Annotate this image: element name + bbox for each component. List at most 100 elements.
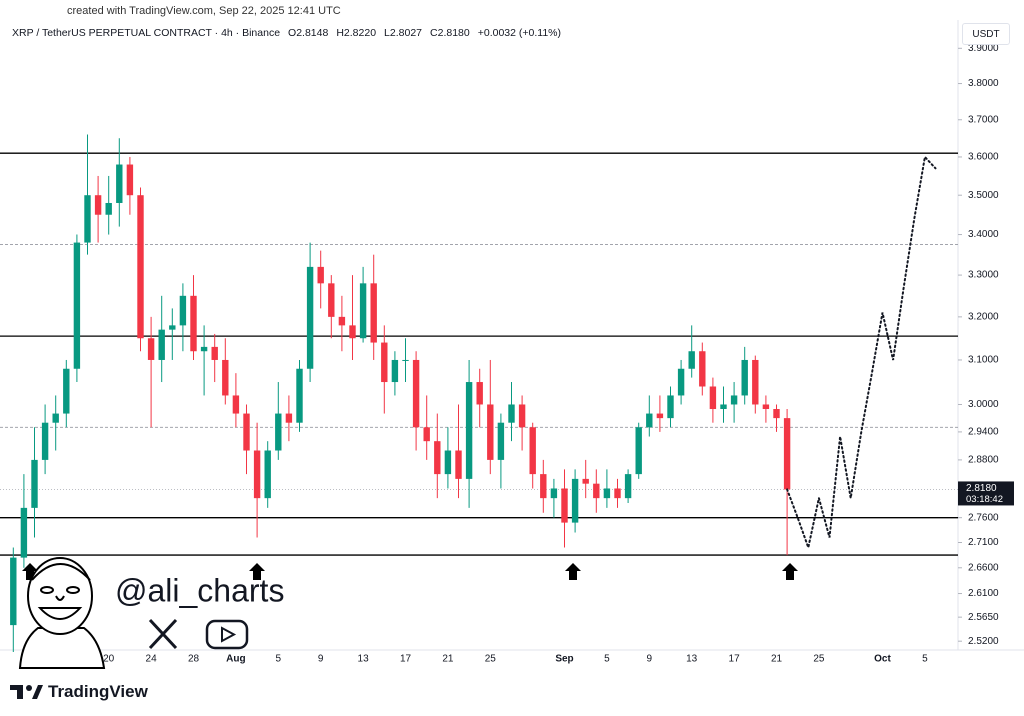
candle-body — [688, 351, 695, 369]
candle-body — [158, 329, 165, 360]
y-tick-label: 3.5000 — [968, 190, 999, 201]
candle-body — [63, 368, 70, 414]
x-tick-label: 9 — [647, 654, 653, 665]
y-tick-label: 2.7100 — [968, 537, 999, 548]
x-tick-label: 24 — [146, 654, 158, 665]
y-tick-label: 3.8000 — [968, 78, 999, 89]
candle-body — [571, 478, 579, 523]
candle-body — [169, 325, 176, 330]
candle-body — [52, 413, 59, 423]
candle-body — [116, 164, 123, 203]
arrow — [565, 563, 581, 580]
candle-body — [253, 450, 261, 499]
candle-body — [126, 164, 134, 196]
candle-body — [275, 413, 282, 451]
x-tick-label: Oct — [874, 654, 891, 665]
x-tick-label: 21 — [771, 654, 783, 665]
candle-body — [561, 488, 568, 523]
candle-body — [699, 351, 706, 387]
marks: 3.9000 3.8000 3.7000 3.6000 3.5000 3.4000 3.30… — [0, 43, 1014, 665]
y-tick-label: 3.9000 — [968, 43, 999, 54]
candle-body — [317, 266, 324, 284]
candle-body — [147, 338, 155, 360]
y-tick-label: 3.0000 — [968, 399, 999, 410]
candle-body — [667, 395, 674, 419]
x-tick-label: 17 — [729, 654, 741, 665]
candle-body — [84, 195, 91, 243]
candle-body — [582, 478, 589, 484]
candle-body — [232, 395, 240, 414]
unit-button[interactable]: USDT — [962, 23, 1010, 45]
candle-body — [285, 413, 293, 423]
candle-body — [508, 404, 515, 423]
candle-body — [476, 382, 483, 405]
x-tick-label: Aug — [226, 654, 245, 665]
candle-body — [624, 474, 632, 499]
x-tick-label: 25 — [813, 654, 825, 665]
x-tick-label: 20 — [103, 654, 115, 665]
quote: +0.0032 (+0.11%) — [477, 27, 562, 39]
candle-body — [677, 368, 685, 396]
candle-body — [656, 413, 664, 419]
candle-body — [423, 427, 430, 442]
y-tick-label: 2.8800 — [968, 455, 999, 466]
candle-body — [752, 359, 759, 405]
candle-body — [328, 283, 335, 317]
candle-body — [465, 382, 473, 479]
candle-body — [540, 474, 547, 499]
candle-body — [783, 418, 791, 490]
candle-body — [635, 427, 642, 475]
candle-body — [434, 441, 441, 475]
candle-body — [359, 283, 367, 339]
projection-line — [786, 154, 937, 552]
countdown-label: 03:18:42 — [966, 494, 1003, 505]
quote: C2.8180 — [430, 27, 470, 39]
x-tick-label: 9 — [318, 654, 324, 665]
y-tick-label: 3.6000 — [968, 152, 999, 163]
arrow — [782, 563, 798, 580]
y-tick-label: 3.2000 — [968, 312, 999, 323]
quote: H2.8220 — [336, 27, 377, 39]
candle-body — [741, 359, 748, 396]
candle-body — [614, 488, 621, 499]
x-tick-label: 13 — [358, 654, 370, 665]
candle-body — [137, 195, 144, 339]
candle-body — [773, 409, 780, 419]
candle-body — [762, 404, 770, 410]
candle-body — [349, 325, 356, 339]
candle-body — [497, 422, 505, 460]
x-tick-label: 28 — [188, 654, 200, 665]
y-tick-label: 2.5650 — [968, 612, 999, 623]
candle-body — [381, 342, 388, 383]
x-tick-label: 13 — [686, 654, 698, 665]
arrow — [249, 563, 265, 580]
candle-body — [264, 450, 271, 499]
symbol-header: XRP / TetherUS PERPETUAL CONTRACT · 4h ·… — [12, 27, 561, 39]
candle-body — [402, 359, 409, 361]
x-tick-label: 17 — [400, 654, 412, 665]
x-icon — [148, 618, 178, 650]
y-tick-label: 2.6100 — [968, 588, 999, 599]
candle-body — [412, 359, 420, 428]
candle-body — [709, 386, 717, 410]
candle-body — [105, 202, 112, 215]
x-tick-label: 5 — [922, 654, 928, 665]
candle-body — [296, 368, 303, 423]
candle-body — [720, 404, 727, 410]
candle-body — [179, 295, 187, 326]
created-note: created with TradingView.com, Sep 22, 20… — [67, 5, 341, 17]
candle-body — [338, 316, 346, 326]
candle-body — [518, 404, 526, 428]
candle-body — [94, 195, 102, 215]
y-tick-label: 2.9400 — [968, 427, 999, 438]
candle-body — [31, 459, 38, 508]
logo — [10, 685, 43, 699]
footer: TradingView — [10, 682, 148, 702]
y-tick-label: 2.6600 — [968, 562, 999, 573]
symbol: XRP / TetherUS PERPETUAL CONTRACT · 4h ·… — [12, 27, 281, 39]
x-tick-label: 25 — [485, 654, 497, 665]
candle-body — [550, 488, 558, 499]
youtube-icon — [205, 619, 249, 650]
avatar — [18, 557, 106, 669]
